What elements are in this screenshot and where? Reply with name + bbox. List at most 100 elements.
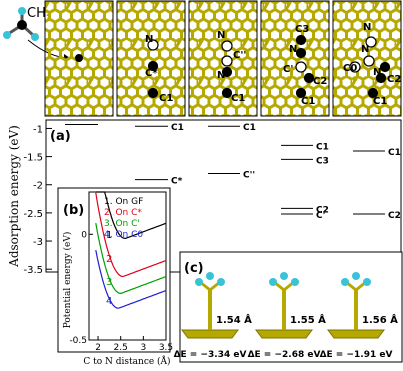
atom-label: C1 [301,96,315,107]
carbon-atom [379,61,391,73]
y-tick-label: -3.5 [23,265,43,276]
energy-level-label: C1 [388,148,401,158]
hydrogen-atom [280,272,288,280]
atom-label: C1 [231,93,245,104]
nitrogen-atom [221,40,233,52]
panel-b-label: (b) [63,203,84,218]
inset-legend-entry: 3. On C' [104,219,140,229]
inset-y-tick-label: 0 [81,230,87,240]
y-tick-label: -1 [33,124,43,135]
atom-label: N [289,44,297,55]
energy-level-label: C2 [316,205,329,215]
curve-number-label: 2 [106,254,112,265]
atom-label: N [361,44,369,55]
nitrogen-atom [349,61,361,73]
potential-energy-inset: (b) Potential energy (eV) C to N distanc… [57,187,173,367]
nitrogen-atom [365,36,377,48]
inset-legend-entry: 4. On C0 [104,230,143,240]
adsorption-site-atom [75,54,83,62]
carbon-atom [147,60,159,72]
atom-label: C1 [159,93,173,104]
y-tick-label: -2.5 [23,209,43,220]
inset-y-axis-label: Potential energy (eV) [62,232,73,329]
energy-level-label: C'' [243,170,255,180]
energy-level-label: C1 [243,123,256,133]
energy-level-label: C* [171,177,183,187]
lattice-panel-1 [44,0,114,117]
inset-x-tick-label: 3.5 [159,343,173,353]
carbon-atom [303,72,315,84]
y-tick-label: -1.5 [23,153,43,164]
curve-number-label: 1 [106,230,112,241]
inset-legend-entry: 2. On C* [104,208,142,218]
y-tick-label: -3 [33,237,43,248]
bond-length-label: 1.54 Å [216,313,252,326]
hydrogen-atom [195,278,203,286]
hydrogen-atom [269,278,277,286]
energy-level-label: C' [316,211,325,221]
atom-label: N [217,30,225,41]
atom-label: C1 [373,96,387,107]
curve-number-label: 3 [106,277,112,288]
hydrogen-atom [291,278,299,286]
panel-a-label: (a) [50,129,71,144]
inset-x-axis-label: C to N distance (Å) [83,355,170,367]
carbon-atom [147,87,159,99]
atom-label: N [363,22,371,33]
energy-level-label: C2 [388,211,401,221]
potential-curve-2 [95,192,167,278]
carbon-atom [295,47,307,59]
atom-label: C3 [295,24,309,35]
hydrogen-atom [352,272,360,280]
inset-legend-entry: 1. On GF [104,197,143,207]
y-tick-label: -2 [33,181,43,192]
adsorbed-structure-2: 1.55 Å ΔE = −2.68 eV [248,272,326,360]
nitrogen-atom [221,55,233,67]
potential-curve-3 [95,222,167,295]
binding-energy-label: ΔE = −2.68 eV [248,350,321,360]
nitrogen-atom [295,61,307,73]
hydrogen-atom [341,278,349,286]
atom-label: N [373,67,381,78]
hydrogen-atom [363,278,371,286]
energy-level-label: C1 [171,123,184,133]
inset-x-tick-label: 2.5 [114,343,128,353]
carbon-atom [367,87,379,99]
hydrogen-atom [206,272,214,280]
atom-label: N [217,70,225,81]
carbon-atom [221,66,233,78]
lattice-panel-2: N C* C1 [116,0,186,117]
adsorbed-structure-3: 1.56 Å ΔE = −1.91 eV [320,272,398,360]
inset-plot-frame [88,191,167,341]
atom-label: C* [145,68,158,79]
potential-curve-1 [95,191,167,240]
atom-label: C' [283,64,293,75]
carbon-atom [221,87,233,99]
energy-level-label: C3 [316,156,329,166]
inset-y-tick-label: -0.5 [69,336,87,346]
potential-curve-4 [95,249,167,309]
y-axis-label: Adsorption energy (eV) [7,125,21,268]
inset-x-tick-label: 3 [140,343,146,353]
carbon-atom [295,34,307,46]
energy-level-label: C1 [316,142,329,152]
lattice-panel-4: C3 N C' C2 C1 [260,0,330,117]
atom-label: N [145,34,153,45]
inset-x-tick-label: 2 [95,343,101,353]
atom-label: C2 [387,74,401,85]
curve-number-label: 4 [106,296,112,307]
atom-label: C2 [313,76,327,87]
bond-length-label: 1.55 Å [290,313,326,326]
lattice-panel-3: N C'' N C1 [188,0,258,117]
structure-panel-c: (c) 1.54 Å ΔE = −3.34 eV 1.55 Å ΔE = −2.68 … [174,251,403,363]
adsorption-energy-chart: (a) Adsorption energy (eV) -1 -1.5 -2 -2.5 -… [7,119,402,276]
binding-energy-label: ΔE = −3.34 eV [174,350,247,360]
nitrogen-atom [147,39,159,51]
bond-length-label: 1.56 Å [362,313,398,326]
atom-label: C'' [233,50,246,61]
adsorbed-structure-1: 1.54 Å ΔE = −3.34 eV [174,272,252,360]
hydrogen-atom [217,278,225,286]
